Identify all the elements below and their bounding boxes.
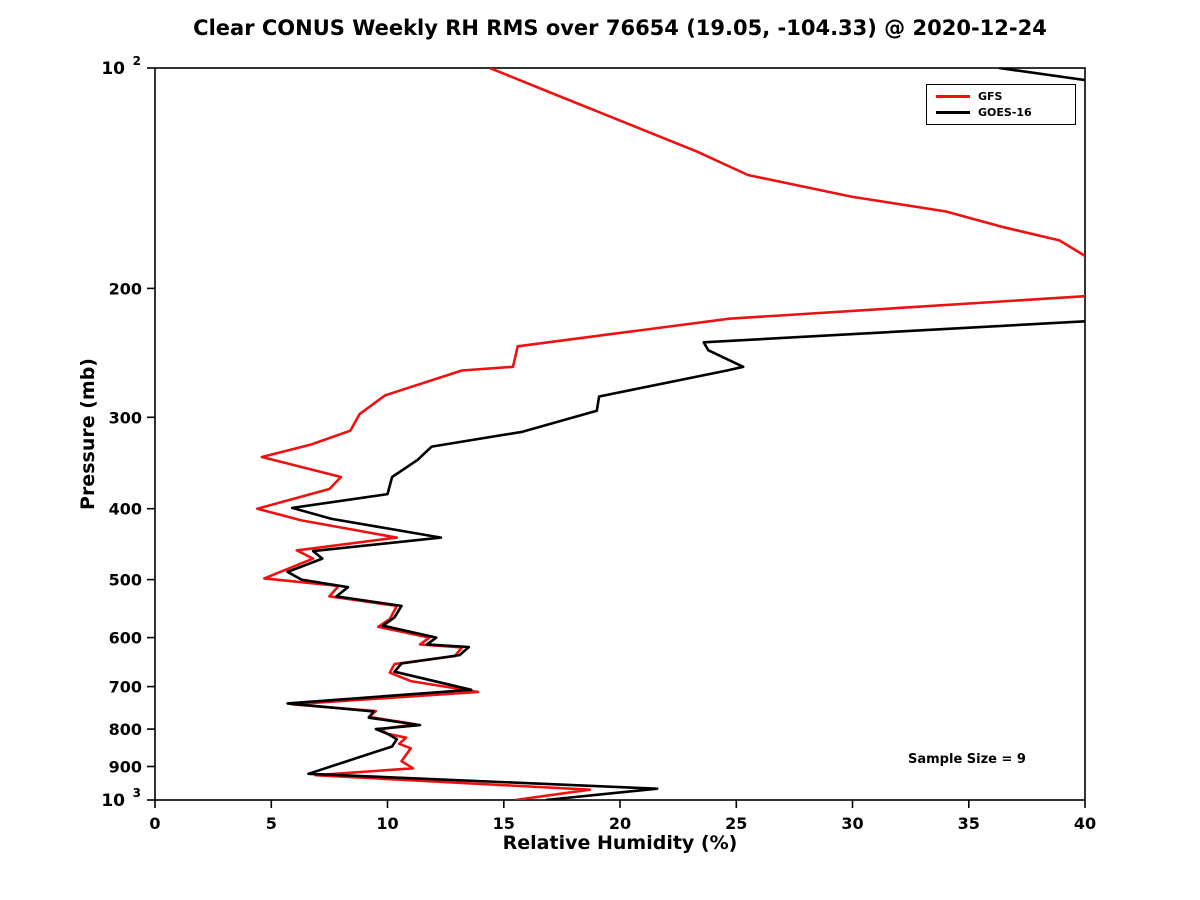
svg-text:10: 10 [101,791,125,811]
svg-text:900: 900 [109,758,142,777]
svg-text:15: 15 [493,814,515,833]
svg-text:5: 5 [266,814,277,833]
x-axis-label: Relative Humidity (%) [502,832,738,854]
legend-box: GFS GOES-16 [926,84,1076,125]
svg-text:700: 700 [109,678,142,697]
series-line-gfs [255,68,1085,800]
legend-entry-goes-16: GOES-16 [936,107,1066,118]
legend-line-sample-gfs [936,95,970,98]
chart-title: Clear CONUS Weekly RH RMS over 76654 (19… [193,16,1047,40]
legend-label-goes-16: GOES-16 [978,106,1032,119]
svg-text:800: 800 [109,720,142,739]
plot-box [154,67,1086,801]
x-axis-ticks: 0 5 10 15 20 25 30 35 40 [149,800,1096,833]
svg-text:25: 25 [725,814,747,833]
y-axis-ticks: 10 2 200 300 400 500 600 700 800 900 10 3 [101,54,155,811]
svg-text:10: 10 [101,59,125,79]
svg-text:600: 600 [109,629,142,648]
series-line-goes-16 [286,68,1085,800]
svg-text:40: 40 [1074,814,1096,833]
svg-text:10: 10 [376,814,398,833]
y-axis-label: Pressure (mb) [77,358,99,510]
svg-text:0: 0 [149,814,160,833]
svg-text:500: 500 [109,571,142,590]
svg-text:400: 400 [109,500,142,519]
legend-label-gfs: GFS [978,90,1003,103]
svg-text:35: 35 [958,814,980,833]
svg-text:2: 2 [133,54,141,68]
legend-entry-gfs: GFS [936,91,1066,102]
svg-text:200: 200 [109,279,142,298]
legend-line-sample-goes-16 [936,111,970,114]
svg-text:3: 3 [133,786,141,800]
svg-text:20: 20 [609,814,631,833]
svg-text:300: 300 [109,408,142,427]
svg-text:30: 30 [841,814,863,833]
sample-size-annotation: Sample Size = 9 [908,752,1026,767]
